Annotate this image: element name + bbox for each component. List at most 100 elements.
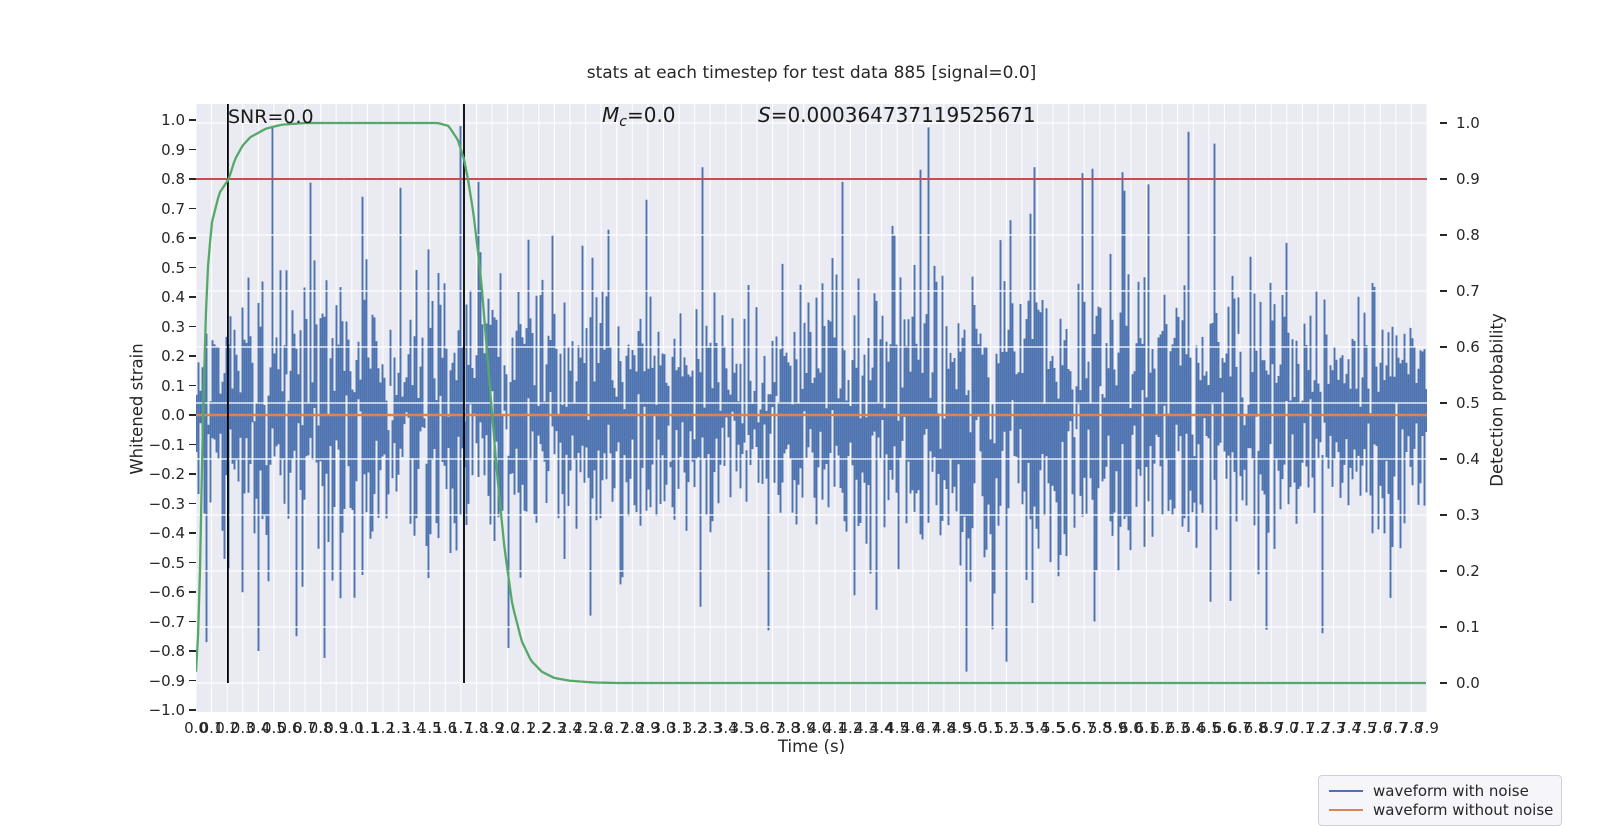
y-right-tick-mark bbox=[1440, 234, 1447, 236]
x-tick-label: 3.9 bbox=[791, 719, 816, 737]
x-tick-label: 6.0 bbox=[1118, 719, 1143, 737]
x-tick-label: 7.4 bbox=[1337, 719, 1361, 737]
x-tick-label: 3.4 bbox=[713, 719, 738, 737]
legend: waveform with noise waveform without noi… bbox=[1318, 775, 1562, 826]
x-tick-label: 4.9 bbox=[947, 719, 972, 737]
y-left-tick-mark bbox=[189, 325, 196, 328]
x-tick-label: 7.2 bbox=[1305, 719, 1330, 737]
x-tick-label: 4.1 bbox=[822, 719, 847, 737]
y-right-tick-label: 0.4 bbox=[1456, 450, 1480, 468]
x-tick-label: 7.8 bbox=[1399, 719, 1424, 737]
x-tick-label: 0.3 bbox=[230, 719, 255, 737]
x-tick-label: 5.6 bbox=[1056, 719, 1081, 737]
x-tick-label: 2.0 bbox=[495, 719, 520, 737]
y-left-tick-mark bbox=[189, 709, 196, 711]
y-right-tick-label: 1.0 bbox=[1456, 114, 1480, 132]
y-left-tick-mark bbox=[189, 237, 196, 239]
y-left-tick-mark bbox=[189, 266, 196, 269]
y-left-tick-mark bbox=[189, 650, 196, 652]
x-tick-label: 2.5 bbox=[573, 719, 598, 737]
x-tick-label: 5.3 bbox=[1009, 719, 1034, 737]
mc-symbol: M bbox=[602, 103, 620, 127]
y-right-tick-label: 0.2 bbox=[1456, 562, 1480, 580]
y-left-tick-label: −0.7 bbox=[148, 612, 185, 631]
x-tick-label: 2.9 bbox=[635, 719, 660, 737]
x-tick-label: 6.2 bbox=[1150, 719, 1175, 737]
x-tick-label: 0.4 bbox=[246, 719, 271, 737]
y-right-tick-mark bbox=[1440, 346, 1447, 348]
y-right-tick-mark bbox=[1440, 122, 1447, 124]
x-tick-label: 0.0 bbox=[184, 719, 208, 737]
legend-line-swatch-blue bbox=[1329, 789, 1363, 792]
y-right-tick-mark bbox=[1440, 402, 1447, 404]
y-left-tick-mark bbox=[189, 502, 196, 505]
y-left-tick-mark bbox=[189, 119, 196, 121]
y-left-tick-label: −0.2 bbox=[148, 465, 185, 483]
legend-label: waveform with noise bbox=[1373, 781, 1529, 800]
x-tick-label: 7.6 bbox=[1368, 719, 1393, 737]
y-left-tick-mark bbox=[189, 679, 196, 682]
y-left-tick-label: 0.4 bbox=[161, 288, 185, 306]
x-tick-label: 2.2 bbox=[526, 719, 551, 737]
x-tick-label: 4.5 bbox=[885, 719, 910, 737]
chart-title: stats at each timestep for test data 885… bbox=[586, 63, 1037, 83]
x-tick-label: 5.5 bbox=[1041, 719, 1065, 737]
x-tick-label: 4.7 bbox=[916, 719, 941, 737]
mc-value: =0.0 bbox=[626, 103, 676, 127]
y-left-tick-mark bbox=[189, 207, 196, 210]
legend-entry-with-noise: waveform with noise bbox=[1329, 781, 1551, 800]
x-tick-label: 5.2 bbox=[994, 719, 1019, 737]
x-tick-label: 4.0 bbox=[807, 719, 832, 737]
y-right-tick-label: 0.9 bbox=[1456, 170, 1480, 188]
plot-area: waveform with noise waveform without noi… bbox=[196, 104, 1562, 826]
x-tick-label: 4.4 bbox=[869, 719, 894, 737]
mc-subscript: c bbox=[619, 114, 627, 130]
y-left-tick-mark bbox=[189, 561, 196, 564]
y-right-tick-mark bbox=[1440, 178, 1447, 180]
x-tick-label: 0.8 bbox=[308, 719, 333, 737]
x-tick-label: 7.0 bbox=[1274, 719, 1299, 737]
y-left-tick-label: −0.5 bbox=[148, 553, 185, 572]
y-left-tick-label: −0.4 bbox=[148, 524, 185, 542]
y-left-tick-label: −0.3 bbox=[148, 494, 185, 513]
y-right-tick-label: 0.3 bbox=[1456, 506, 1480, 524]
x-tick-label: 7.3 bbox=[1321, 719, 1346, 737]
y-left-tick-label: −0.6 bbox=[148, 583, 185, 601]
x-tick-label: 1.0 bbox=[339, 719, 364, 737]
x-tick-label: 0.1 bbox=[199, 719, 224, 737]
x-tick-label: 3.6 bbox=[745, 719, 769, 737]
x-tick-label: 0.9 bbox=[324, 719, 349, 737]
y-right-tick-mark bbox=[1440, 570, 1447, 572]
x-tick-label: 3.0 bbox=[651, 719, 676, 737]
y-right-tick-label: 0.6 bbox=[1456, 338, 1480, 356]
y-right-tick-mark bbox=[1440, 290, 1447, 292]
y-left-tick-label: 0.5 bbox=[161, 258, 185, 277]
x-tick-label: 7.9 bbox=[1415, 719, 1439, 737]
s-annotation: S=0.000364737119525671 bbox=[758, 103, 1036, 127]
y-left-tick-label: 0.3 bbox=[161, 317, 185, 336]
s-value: =0.000364737119525671 bbox=[770, 103, 1036, 127]
x-tick-label: 5.0 bbox=[963, 719, 988, 737]
x-tick-label: 5.7 bbox=[1072, 719, 1097, 737]
y-left-tick-label: 0.1 bbox=[161, 376, 185, 395]
figure: stats at each timestep for test data 885… bbox=[127, 63, 1562, 826]
x-tick-label: 1.1 bbox=[355, 719, 380, 737]
x-tick-label: 5.8 bbox=[1087, 719, 1112, 737]
y-left-tick-label: 0.8 bbox=[161, 170, 185, 188]
x-tick-label: 1.8 bbox=[464, 719, 489, 737]
series-waveform-with-noise bbox=[196, 125, 1427, 672]
x-tick-label: 2.6 bbox=[589, 719, 614, 737]
mc-annotation: Mc=0.0 bbox=[602, 103, 676, 130]
x-tick-label: 3.7 bbox=[760, 719, 785, 737]
y-left-tick-mark bbox=[189, 620, 196, 623]
x-tick-label: 0.5 bbox=[261, 719, 286, 737]
y-right-tick-label: 0.8 bbox=[1456, 226, 1480, 244]
y-left-tick-label: −0.9 bbox=[148, 671, 185, 690]
x-tick-label: 7.7 bbox=[1383, 719, 1408, 737]
y-left-tick-mark bbox=[189, 443, 196, 446]
x-tick-label: 5.1 bbox=[978, 719, 1003, 737]
y-left-tick-label: 0.7 bbox=[161, 199, 185, 218]
legend-entry-without-noise: waveform without noise bbox=[1329, 800, 1553, 819]
x-tick-label: 2.8 bbox=[620, 719, 645, 737]
y-left-tick-label: 0.0 bbox=[161, 406, 185, 424]
